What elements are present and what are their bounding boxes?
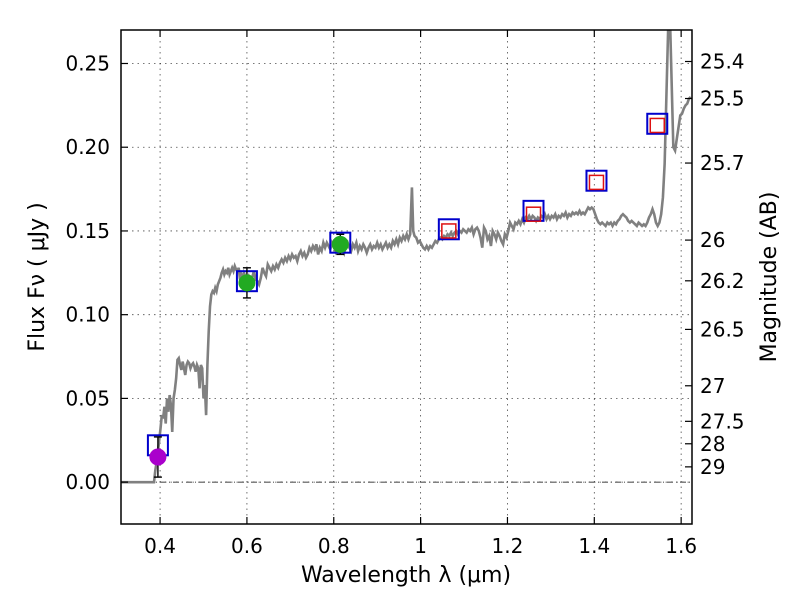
y2-tick-label: 27 <box>700 374 725 398</box>
plot-area <box>121 30 692 484</box>
x-tick-label: 0.8 <box>318 534 350 558</box>
red-square-marker <box>441 223 457 239</box>
grid-lines <box>121 30 692 524</box>
y2-tick-label: 28 <box>700 432 725 456</box>
x-tick-label: 0.4 <box>144 534 176 558</box>
blue-square-marker <box>437 218 460 241</box>
blue-square-marker <box>585 169 608 192</box>
red-square-marker <box>525 206 542 222</box>
y2-tick-label: 26.5 <box>700 317 745 341</box>
red-square-marker <box>588 174 605 191</box>
y-tick-label: 0.20 <box>65 135 110 159</box>
data-marks <box>146 112 669 478</box>
x-tick-label: 1.2 <box>492 534 524 558</box>
y2-tick-label: 25.7 <box>700 151 745 175</box>
y-tick-label: 0.05 <box>65 386 110 410</box>
red-square-marker <box>649 117 666 134</box>
y-tick-label: 0.00 <box>65 470 110 494</box>
data-point <box>238 274 256 292</box>
y2-tick-label: 26 <box>700 228 725 252</box>
x-tick-label: 0.6 <box>231 534 263 558</box>
data-point <box>149 448 167 466</box>
y-axis-title: Flux Fν ( μJy ) <box>25 202 50 351</box>
data-point <box>331 235 349 253</box>
y2-axis-title: Magnitude (AB) <box>757 192 782 363</box>
y2-tick-label: 26.2 <box>700 269 745 293</box>
y2-tick-label: 29 <box>700 455 725 479</box>
x-axis-ticks: 0.4 0.6 0.8 1 1.2 1.4 1.6 <box>144 30 697 558</box>
y2-tick-label: 25.5 <box>700 87 745 111</box>
y-tick-label: 0.10 <box>65 303 110 327</box>
x-tick-label: 1.6 <box>665 534 697 558</box>
y-tick-label: 0.25 <box>65 51 110 75</box>
y2-tick-label: 25.4 <box>700 50 745 74</box>
x-tick-label: 1 <box>414 534 427 558</box>
plot-frame <box>120 29 693 525</box>
x-axis-title: Wavelength λ (μm) <box>301 563 511 588</box>
y-tick-label: 0.15 <box>65 219 110 243</box>
x-tick-label: 1.4 <box>578 534 610 558</box>
blue-square-marker <box>646 112 669 135</box>
spectrum-line <box>121 30 692 484</box>
y-axis-ticks: 0.00 0.05 0.10 0.15 0.20 0.25 <box>65 51 128 494</box>
y2-tick-label: 27.5 <box>700 409 745 433</box>
